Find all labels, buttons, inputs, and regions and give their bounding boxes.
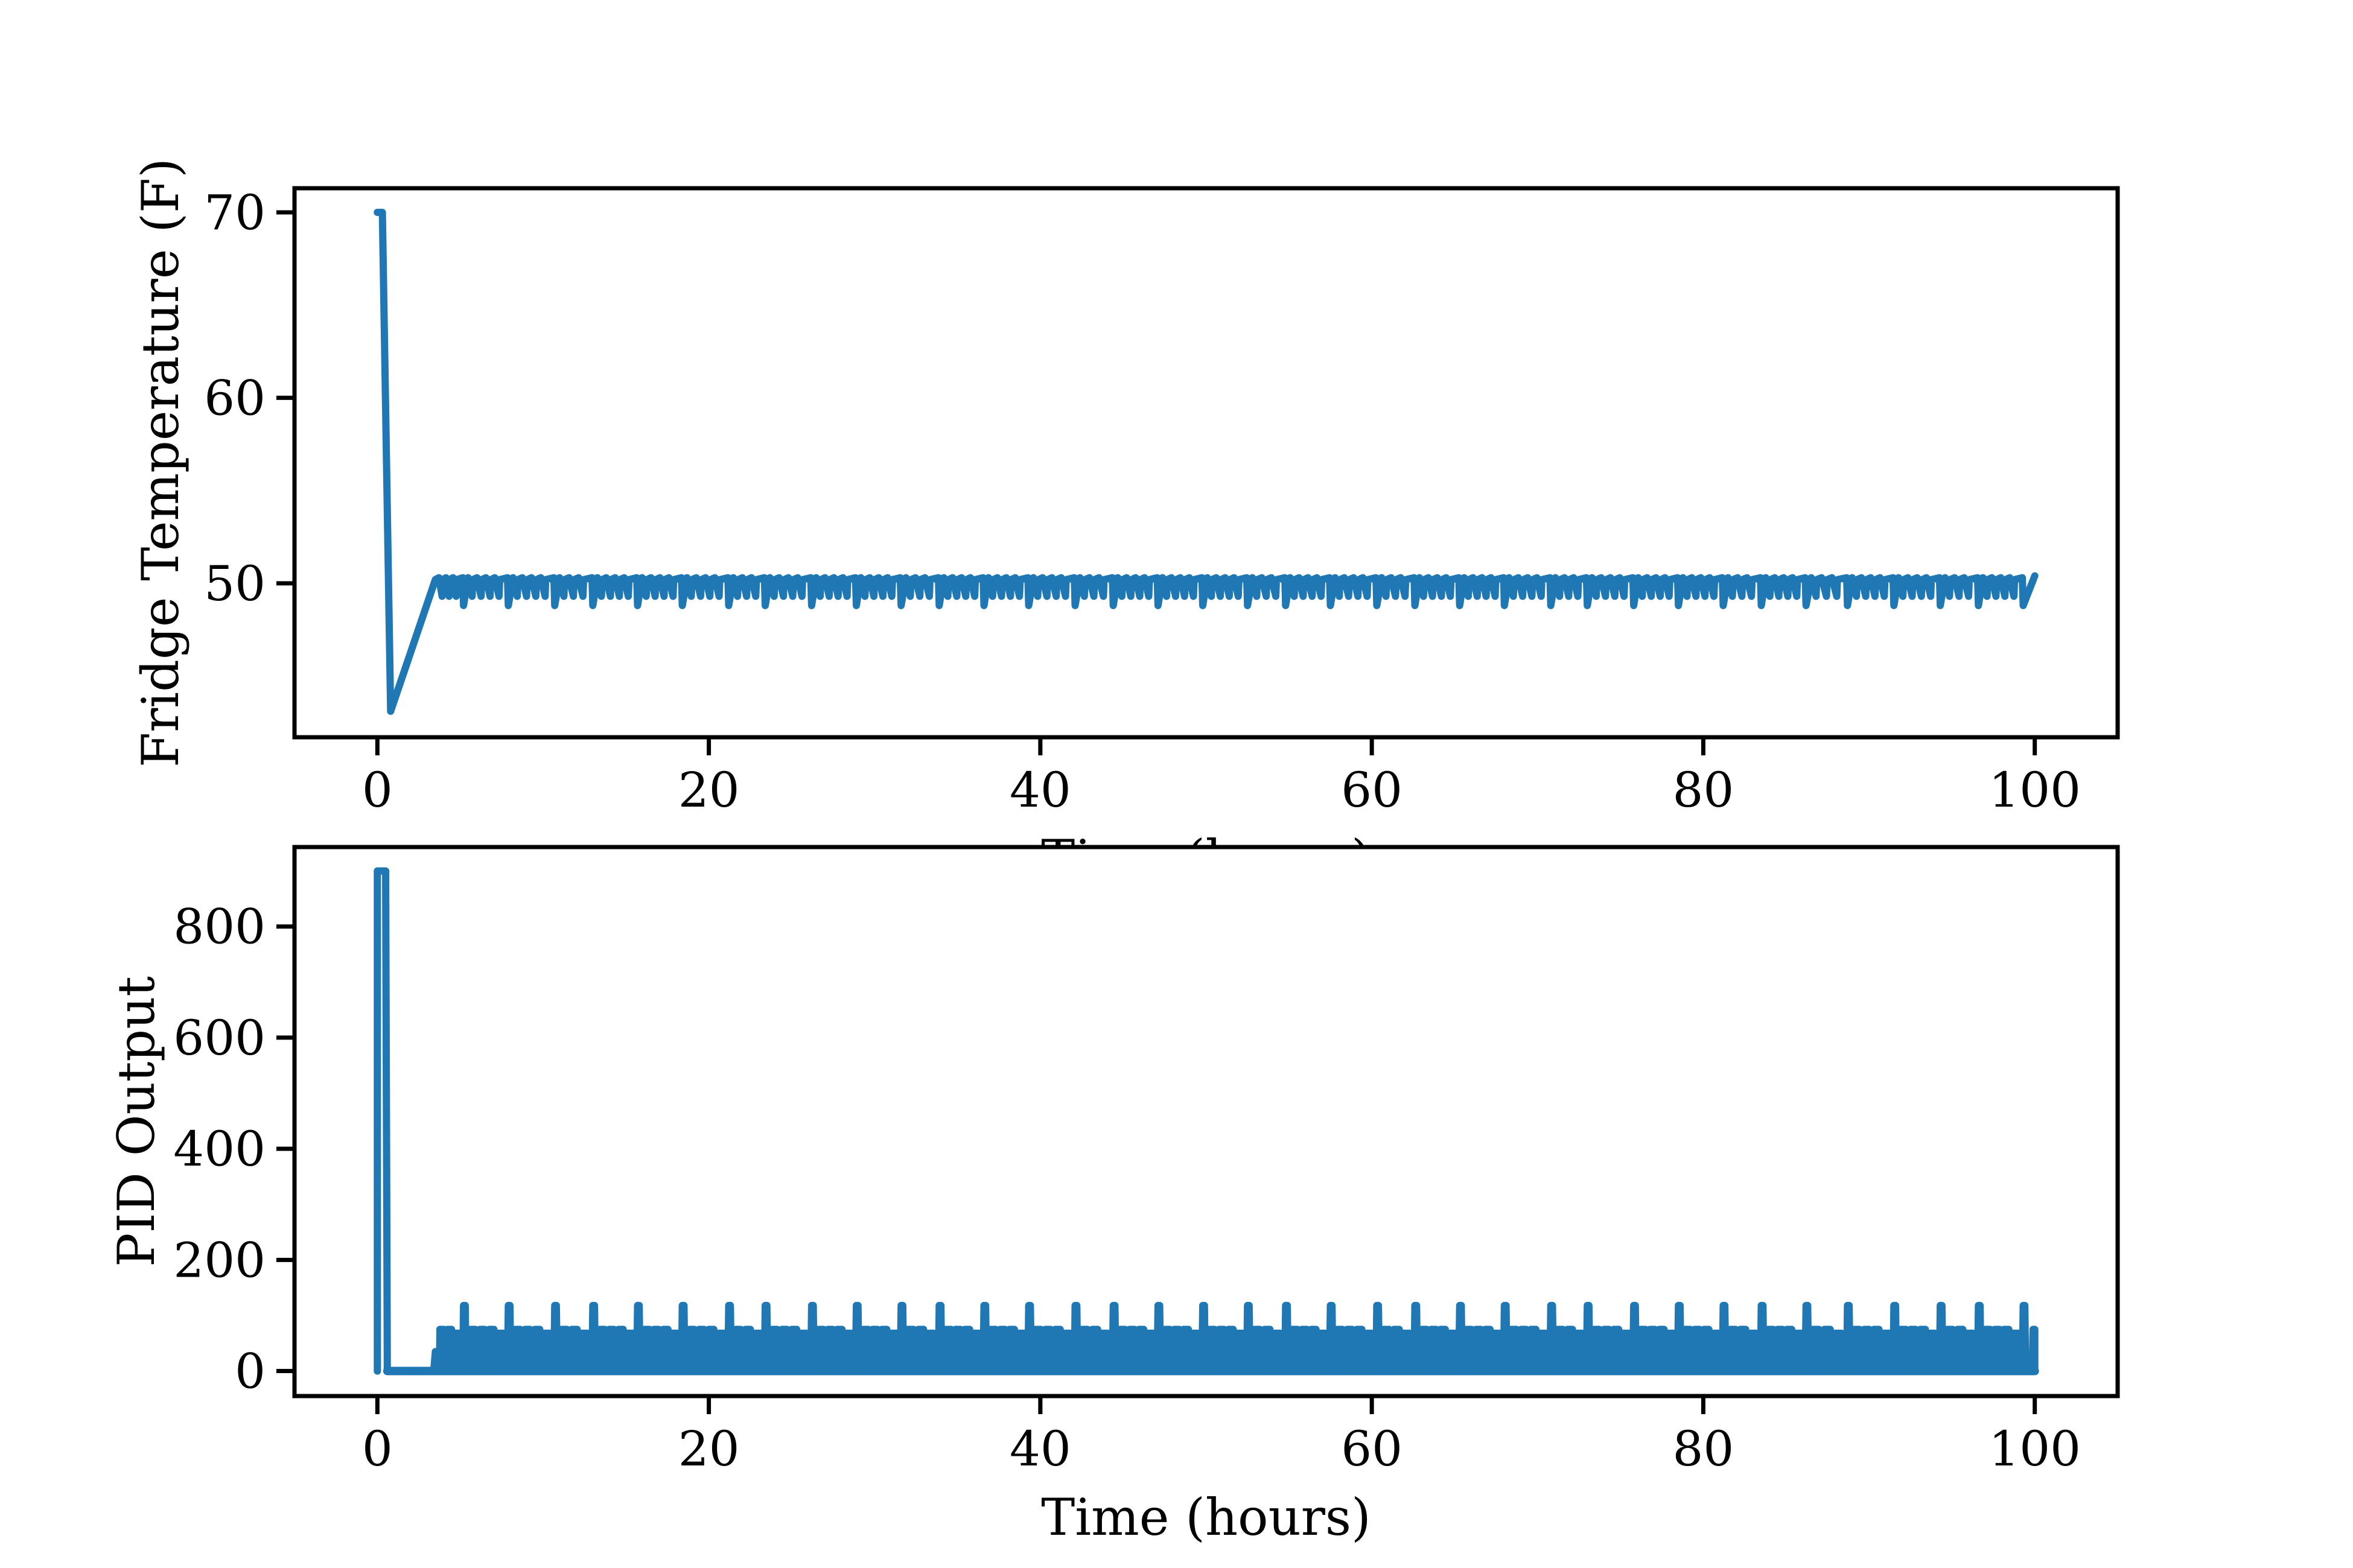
pid-axes-frame (292, 845, 2120, 1398)
x-tick-label: 0 (362, 762, 393, 818)
pid-x-axis-label: Time (hours) (1041, 1488, 1371, 1547)
pid-x-ticks: 0 20 40 60 80 100 (362, 1396, 2081, 1477)
temperature-y-axis-label: Fridge Temperature (F) (131, 158, 190, 767)
y-tick-label: 70 (204, 185, 266, 241)
x-tick-label: 20 (678, 762, 740, 818)
y-tick-label: 800 (173, 899, 266, 955)
pid-series-path (374, 867, 2039, 1375)
pid-y-ticks: 0 200 400 600 800 (173, 899, 295, 1400)
x-tick-label: 100 (1988, 1421, 2081, 1477)
x-tick-label: 60 (1341, 1421, 1403, 1477)
temperature-y-ticks: 50 60 70 (204, 185, 295, 612)
x-tick-label: 80 (1673, 762, 1734, 818)
y-tick-label: 600 (173, 1010, 266, 1066)
x-tick-label: 0 (362, 1421, 393, 1477)
temperature-axes-frame (292, 186, 2120, 740)
pid-y-axis-label: PID Output (107, 976, 166, 1267)
y-tick-label: 50 (204, 556, 266, 612)
pid-output-line (374, 867, 2039, 1376)
temperature-x-ticks: 0 20 40 60 80 100 (362, 737, 2081, 818)
x-tick-label: 40 (1010, 1421, 1071, 1477)
x-tick-label: 40 (1010, 762, 1071, 818)
x-tick-label: 100 (1988, 762, 2081, 818)
x-tick-label: 60 (1341, 762, 1403, 818)
x-tick-label: 80 (1673, 1421, 1734, 1477)
x-tick-label: 20 (678, 1421, 740, 1477)
temperature-line (374, 209, 2039, 715)
y-tick-label: 200 (173, 1232, 266, 1288)
temperature-series-path (374, 209, 2039, 715)
y-tick-label: 60 (204, 370, 266, 426)
y-tick-label: 0 (235, 1344, 266, 1400)
y-tick-label: 400 (173, 1121, 266, 1177)
